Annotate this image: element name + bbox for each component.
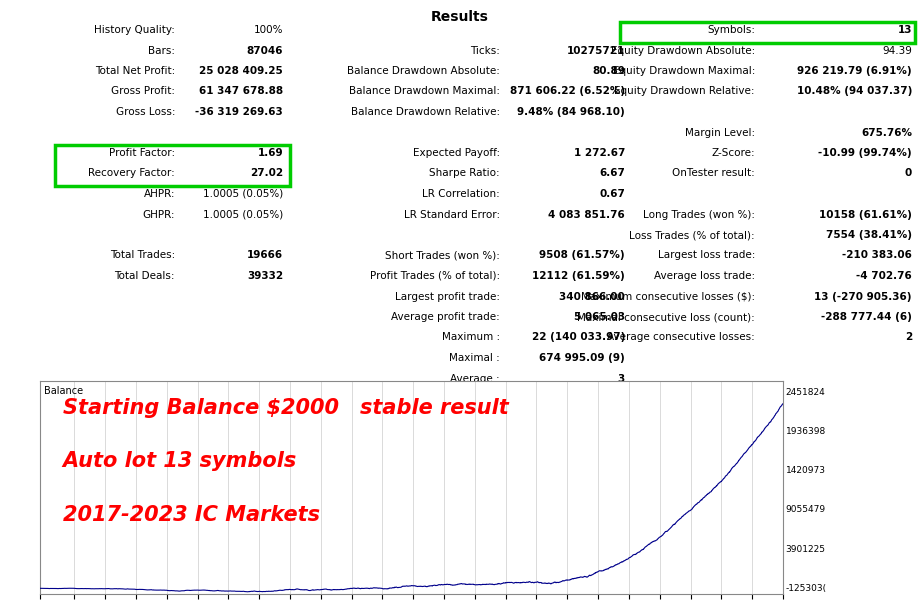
Text: 9055479: 9055479: [786, 505, 826, 514]
Text: -36 319 269.63: -36 319 269.63: [195, 107, 283, 117]
Text: 9508 (61.57%): 9508 (61.57%): [539, 251, 625, 260]
Text: Symbols:: Symbols:: [707, 25, 755, 35]
Text: Starting Balance $2000: Starting Balance $2000: [62, 398, 339, 418]
Text: Results: Results: [431, 10, 488, 24]
Text: 5 065.03: 5 065.03: [573, 312, 625, 322]
Text: Z-Score:: Z-Score:: [711, 148, 755, 158]
Text: Recovery Factor:: Recovery Factor:: [88, 169, 175, 179]
Text: Average :: Average :: [450, 373, 500, 383]
Text: 0.67: 0.67: [599, 189, 625, 199]
Text: Loss Trades (% of total):: Loss Trades (% of total):: [630, 230, 755, 240]
Text: Maximum consecutive losses ($):: Maximum consecutive losses ($):: [581, 292, 755, 301]
Text: -210 383.06: -210 383.06: [842, 251, 912, 260]
Text: Balance Drawdown Maximal:: Balance Drawdown Maximal:: [349, 86, 500, 97]
Text: stable result: stable result: [359, 398, 508, 418]
Text: 25 028 409.25: 25 028 409.25: [199, 66, 283, 76]
Text: Largest profit trade:: Largest profit trade:: [395, 292, 500, 301]
Text: Ticks:: Ticks:: [471, 46, 500, 55]
Text: 12112 (61.59%): 12112 (61.59%): [532, 271, 625, 281]
Text: 0: 0: [904, 169, 912, 179]
Text: 674 995.09 (9): 674 995.09 (9): [539, 353, 625, 363]
Text: Average loss trade:: Average loss trade:: [654, 271, 755, 281]
Text: 10158 (61.61%): 10158 (61.61%): [819, 209, 912, 220]
Text: 10.48% (94 037.37): 10.48% (94 037.37): [797, 86, 912, 97]
Text: Auto lot 13 symbols: Auto lot 13 symbols: [62, 451, 297, 471]
Text: 6.67: 6.67: [599, 169, 625, 179]
Text: 3: 3: [618, 373, 625, 383]
Text: Gross Loss:: Gross Loss:: [116, 107, 175, 117]
Text: Average consecutive losses:: Average consecutive losses:: [607, 332, 755, 343]
Text: 3901225: 3901225: [786, 545, 826, 554]
Text: Maximal consecutive loss (count):: Maximal consecutive loss (count):: [577, 312, 755, 322]
Text: 2017-2023 IC Markets: 2017-2023 IC Markets: [62, 505, 320, 524]
Text: Average profit trade:: Average profit trade:: [391, 312, 500, 322]
Text: 13: 13: [898, 25, 912, 35]
Text: 10275721: 10275721: [567, 46, 625, 55]
Text: 9.48% (84 968.10): 9.48% (84 968.10): [517, 107, 625, 117]
Text: Short Trades (won %):: Short Trades (won %):: [385, 251, 500, 260]
Text: 80.89: 80.89: [592, 66, 625, 76]
Text: 19666: 19666: [247, 251, 283, 260]
Text: -288 777.44 (6): -288 777.44 (6): [821, 312, 912, 322]
Text: 1.0005 (0.05%): 1.0005 (0.05%): [203, 189, 283, 199]
Text: Largest loss trade:: Largest loss trade:: [658, 251, 755, 260]
Text: Balance Drawdown Relative:: Balance Drawdown Relative:: [351, 107, 500, 117]
Text: Sharpe Ratio:: Sharpe Ratio:: [429, 169, 500, 179]
Text: 27.02: 27.02: [250, 169, 283, 179]
Text: Maximal :: Maximal :: [449, 353, 500, 363]
Text: 94.39: 94.39: [882, 46, 912, 55]
Text: Bars:: Bars:: [148, 46, 175, 55]
Text: 2451824: 2451824: [786, 388, 825, 397]
Text: Balance: Balance: [44, 386, 84, 397]
Text: 13 (-270 905.36): 13 (-270 905.36): [814, 292, 912, 301]
Text: Long Trades (won %):: Long Trades (won %):: [643, 209, 755, 220]
Text: Maximum :: Maximum :: [442, 332, 500, 343]
Text: 1.0005 (0.05%): 1.0005 (0.05%): [203, 209, 283, 220]
Text: 2: 2: [904, 332, 912, 343]
Text: LR Standard Error:: LR Standard Error:: [403, 209, 500, 220]
Text: 4 083 851.76: 4 083 851.76: [549, 209, 625, 220]
Text: 340 866.00: 340 866.00: [560, 292, 625, 301]
Text: 1.69: 1.69: [257, 148, 283, 158]
Text: OnTester result:: OnTester result:: [673, 169, 755, 179]
Text: 100%: 100%: [254, 25, 283, 35]
Text: Total Trades:: Total Trades:: [109, 251, 175, 260]
Text: Gross Profit:: Gross Profit:: [111, 86, 175, 97]
Text: Balance Drawdown Absolute:: Balance Drawdown Absolute:: [347, 66, 500, 76]
Text: Profit Factor:: Profit Factor:: [108, 148, 175, 158]
Text: 61 347 678.88: 61 347 678.88: [199, 86, 283, 97]
Text: Margin Level:: Margin Level:: [685, 127, 755, 137]
Text: 926 219.79 (6.91%): 926 219.79 (6.91%): [798, 66, 912, 76]
Text: AHPR:: AHPR:: [143, 189, 175, 199]
Text: 675.76%: 675.76%: [861, 127, 912, 137]
Text: Equity Drawdown Absolute:: Equity Drawdown Absolute:: [611, 46, 755, 55]
Text: 87046: 87046: [246, 46, 283, 55]
Text: -10.99 (99.74%): -10.99 (99.74%): [819, 148, 912, 158]
Text: 871 606.22 (6.52%): 871 606.22 (6.52%): [510, 86, 625, 97]
Text: 22 (140 033.97): 22 (140 033.97): [531, 332, 625, 343]
Text: GHPR:: GHPR:: [142, 209, 175, 220]
Text: 1420973: 1420973: [786, 466, 826, 475]
Text: -4 702.76: -4 702.76: [857, 271, 912, 281]
Text: LR Correlation:: LR Correlation:: [422, 189, 500, 199]
Text: 1 272.67: 1 272.67: [573, 148, 625, 158]
Text: Total Net Profit:: Total Net Profit:: [95, 66, 175, 76]
Text: 7554 (38.41%): 7554 (38.41%): [826, 230, 912, 240]
Text: Expected Payoff:: Expected Payoff:: [413, 148, 500, 158]
Text: 39332: 39332: [247, 271, 283, 281]
Text: History Quality:: History Quality:: [94, 25, 175, 35]
Text: Equity Drawdown Maximal:: Equity Drawdown Maximal:: [613, 66, 755, 76]
Text: Total Deals:: Total Deals:: [115, 271, 175, 281]
Text: Equity Drawdown Relative:: Equity Drawdown Relative:: [615, 86, 755, 97]
Text: -125303(: -125303(: [786, 584, 827, 593]
Bar: [620, 22, 915, 43]
Text: Profit Trades (% of total):: Profit Trades (% of total):: [369, 271, 500, 281]
Bar: [55, 145, 290, 186]
Text: 1936398: 1936398: [786, 427, 826, 436]
